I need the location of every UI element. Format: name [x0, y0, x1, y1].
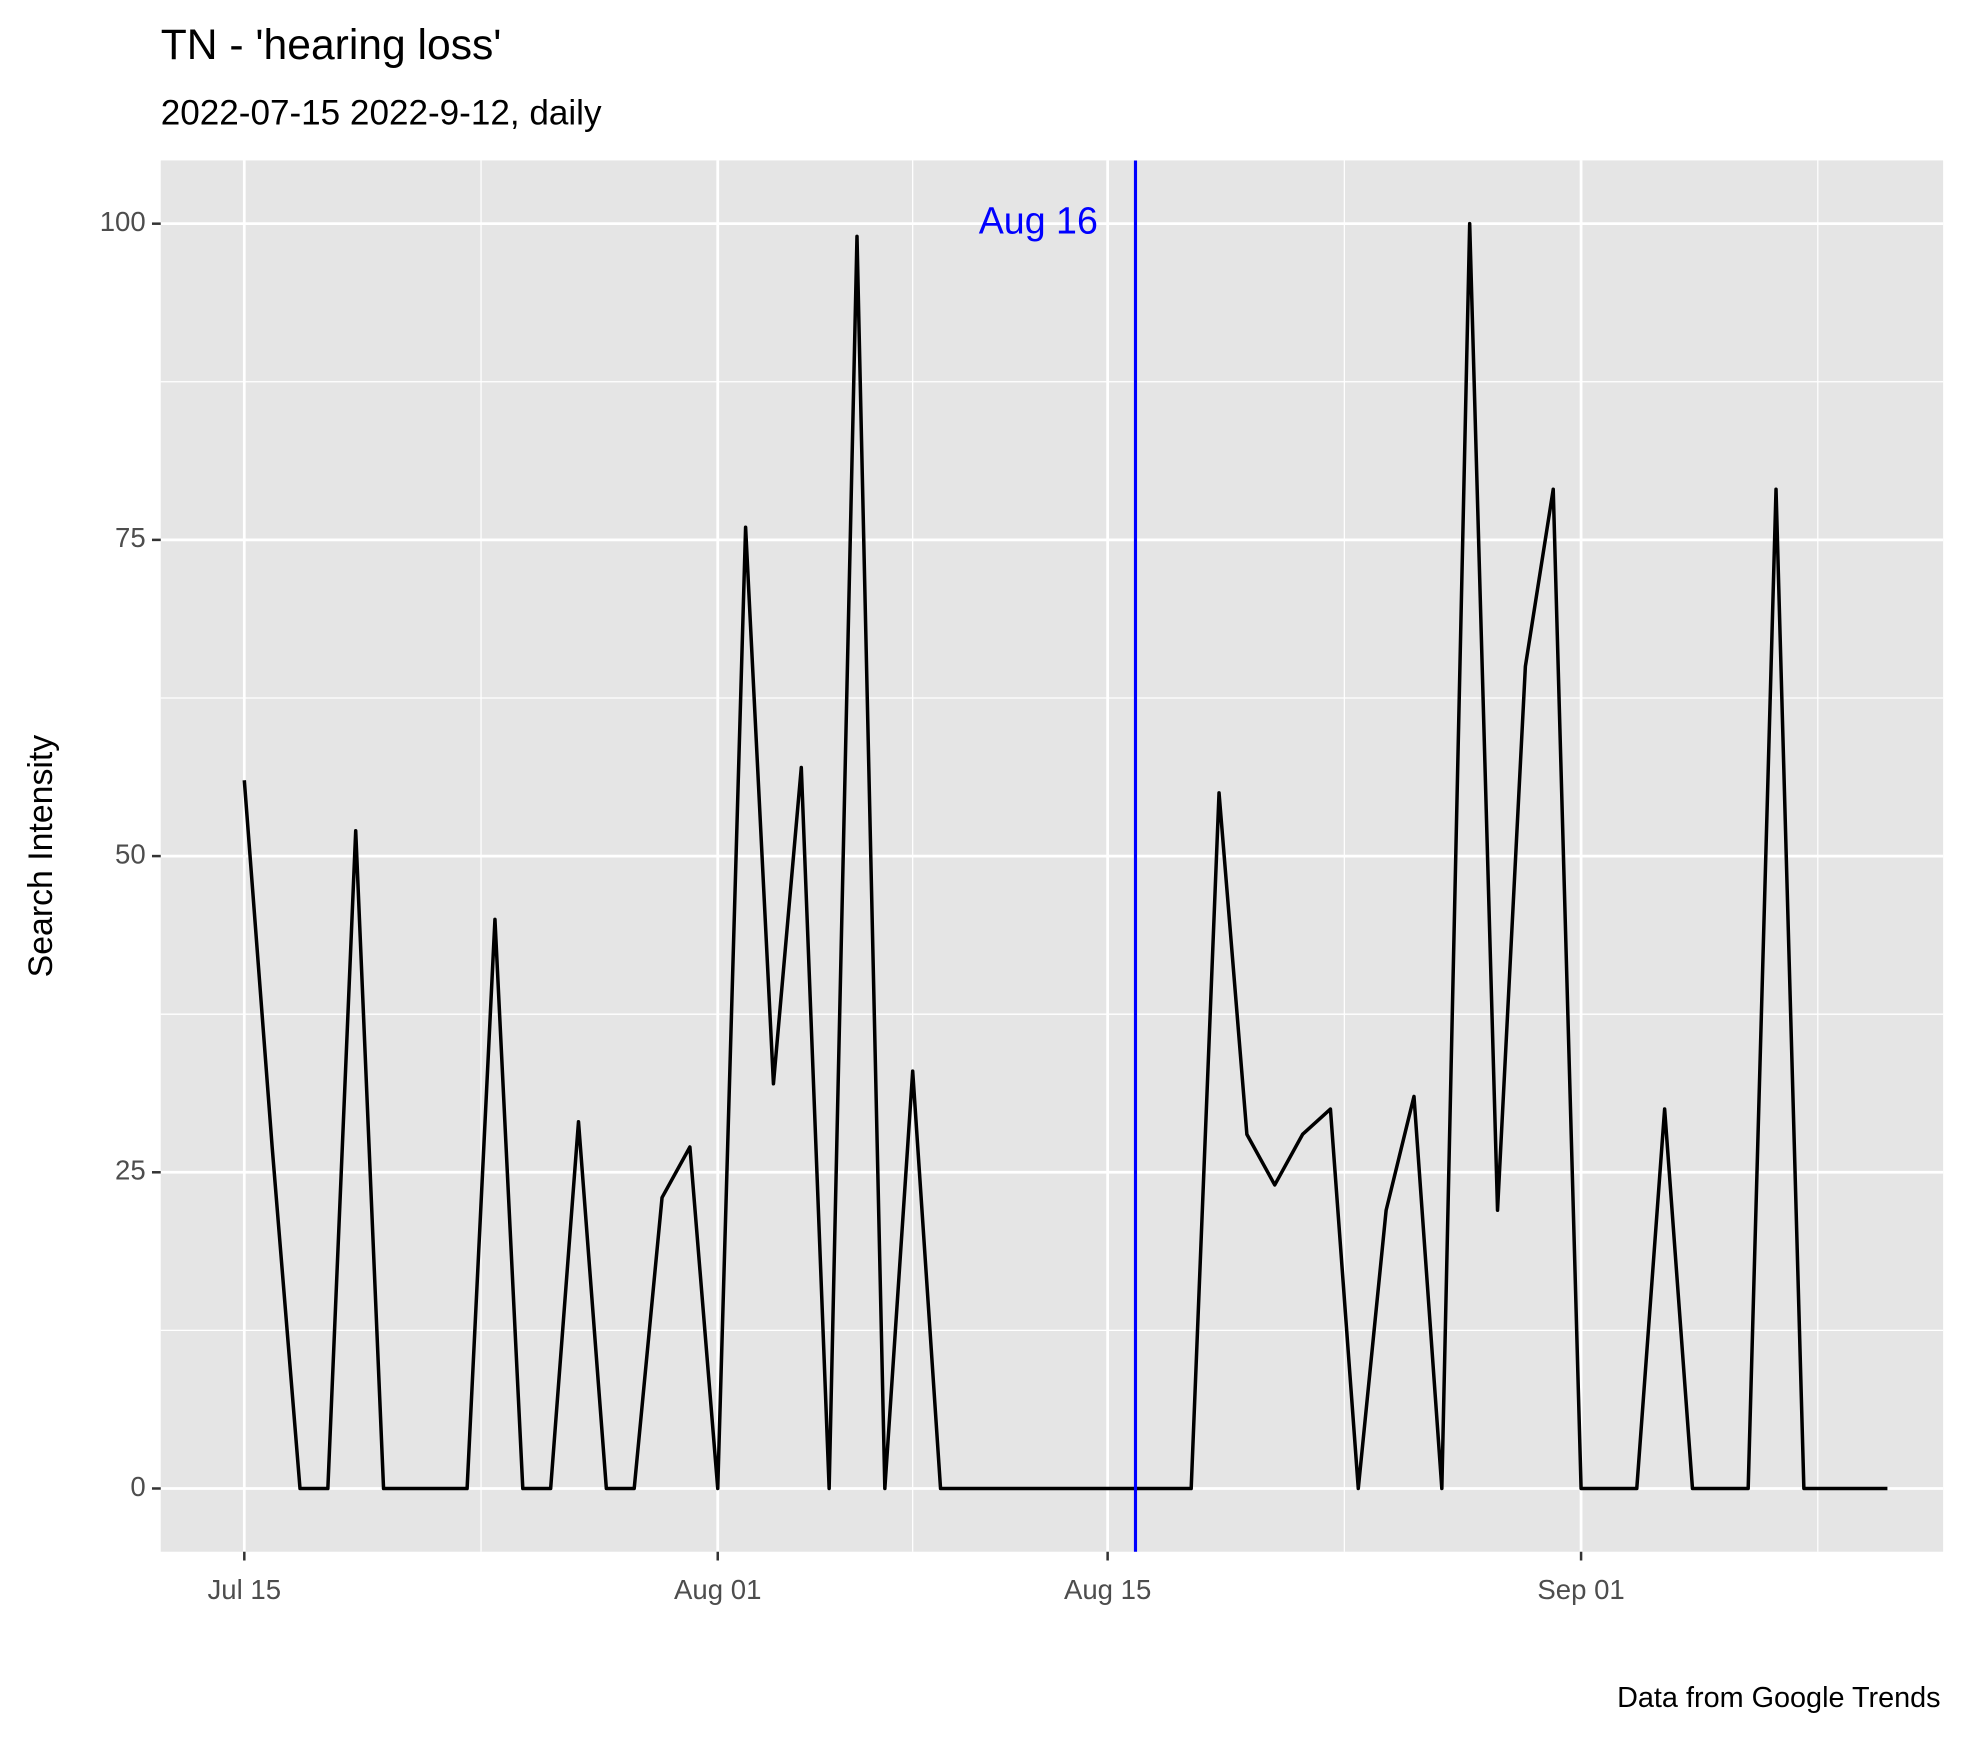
y-tick-label: 75	[115, 522, 146, 553]
chart-subtitle: 2022-07-15 2022-9-12, daily	[161, 94, 602, 133]
x-tick-label: Jul 15	[208, 1574, 282, 1605]
reference-label: Aug 16	[979, 200, 1098, 242]
x-tick-label: Sep 01	[1537, 1574, 1624, 1605]
caption: Data from Google Trends	[1617, 1682, 1941, 1714]
data-line	[242, 221, 1888, 1491]
y-tick-label: 50	[115, 838, 146, 869]
x-tick-label: Aug 15	[1064, 1574, 1151, 1605]
y-tick-label: 0	[130, 1471, 145, 1502]
y-axis-title: Search Intensity	[22, 735, 60, 978]
x-tick-label: Aug 01	[674, 1574, 761, 1605]
y-tick-label: 100	[100, 206, 146, 237]
chart-title: TN - 'hearing loss'	[161, 21, 502, 69]
y-tick-label: 25	[115, 1155, 146, 1186]
